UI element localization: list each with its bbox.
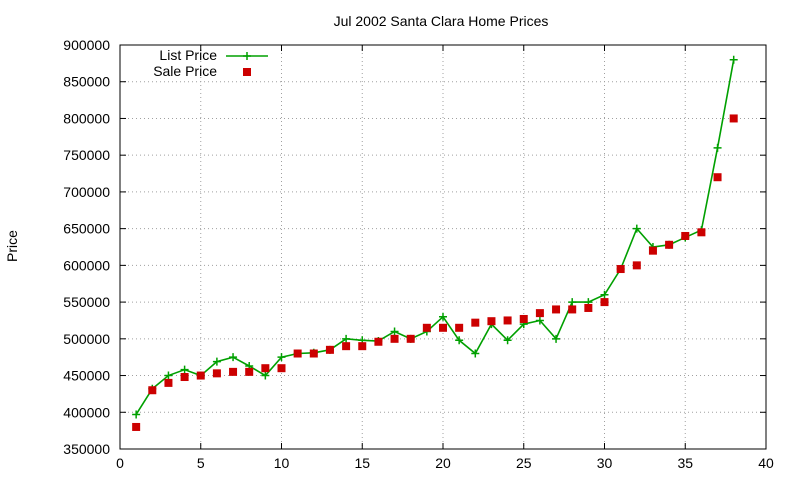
sale-price-point [342, 342, 351, 351]
y-tick-label: 450000 [63, 368, 110, 384]
x-tick-label: 20 [435, 455, 451, 471]
x-tick-label: 10 [274, 455, 290, 471]
list-price-point [600, 290, 609, 299]
x-tick-label: 5 [197, 455, 205, 471]
sale-price-point [358, 342, 367, 351]
sale-price-point [309, 349, 318, 358]
sale-price-point [261, 364, 270, 373]
sale-price-point [245, 367, 254, 376]
sale-price-point [374, 337, 383, 346]
sale-price-point [535, 309, 544, 318]
sale-price-point [487, 317, 496, 326]
sale-price-point [196, 371, 205, 380]
y-tick-label: 600000 [63, 257, 110, 273]
x-tick-label: 25 [516, 455, 532, 471]
sale-price-point [552, 305, 561, 314]
sale-price-point [648, 246, 657, 255]
list-price-point [439, 312, 447, 321]
legend-marker-list-price [243, 52, 251, 60]
sale-price-point [600, 298, 609, 307]
sale-price-point [406, 334, 415, 343]
y-tick-label: 500000 [63, 331, 110, 347]
list-price-line [135, 59, 735, 415]
sale-price-point [568, 305, 577, 314]
sale-price-point [132, 422, 141, 431]
sale-price-point [713, 173, 722, 182]
y-axis-label: Price [4, 230, 20, 262]
sale-price-point [665, 240, 674, 249]
sale-price-point [325, 345, 334, 354]
sale-price-point [584, 303, 593, 312]
sale-price-point [148, 386, 157, 395]
sale-price-point [422, 323, 431, 332]
y-tick-label: 850000 [63, 74, 110, 90]
y-tick-label: 800000 [63, 110, 110, 126]
list-price-point [632, 224, 641, 233]
sale-price-point [503, 316, 512, 325]
sale-price-point [212, 369, 221, 378]
x-tick-label: 15 [354, 455, 370, 471]
list-price-point [164, 371, 173, 380]
list-price-point [471, 349, 480, 358]
list-price-point [535, 316, 544, 325]
x-tick-label: 30 [597, 455, 613, 471]
list-price-point [503, 336, 512, 345]
grid [120, 45, 766, 449]
list-price-point [552, 334, 561, 343]
sale-price-point [164, 378, 173, 387]
sale-price-point [229, 367, 238, 376]
list-price-point [212, 357, 221, 366]
list-price-point [342, 334, 351, 343]
y-tick-label: 350000 [63, 441, 110, 457]
x-tick-label: 40 [758, 455, 774, 471]
list-price-point [261, 371, 270, 380]
sale-price-point [519, 314, 528, 323]
list-price-point [713, 143, 722, 152]
y-tick-label: 400000 [63, 404, 110, 420]
legend-marker-sale-price [243, 68, 251, 76]
list-price-point [132, 410, 141, 419]
sale-price-point [455, 323, 464, 332]
list-price-point [390, 327, 399, 336]
sale-price-point [439, 323, 447, 332]
sale-price-point [697, 228, 706, 237]
x-tick-label: 35 [677, 455, 693, 471]
chart-title: Jul 2002 Santa Clara Home Prices [334, 13, 549, 29]
list-price-point [729, 55, 738, 64]
sale-price-point [277, 364, 286, 373]
sale-price-point [616, 265, 625, 274]
list-price-point [277, 353, 286, 362]
sale-price-point [729, 114, 738, 123]
sale-price-point [180, 373, 189, 382]
list-price-point [568, 298, 577, 307]
y-tick-label: 650000 [63, 221, 110, 237]
sale-price-point [681, 231, 690, 240]
x-tick-label: 0 [116, 455, 124, 471]
y-tick-label: 750000 [63, 147, 110, 163]
y-tick-label: 900000 [63, 37, 110, 53]
legend-label-list-price: List Price [159, 47, 217, 63]
list-price-point [455, 336, 464, 345]
list-price-point [229, 353, 238, 362]
plot-series [132, 55, 738, 431]
y-tick-label: 550000 [63, 294, 110, 310]
list-price-point [180, 365, 189, 374]
sale-price-point [471, 318, 480, 327]
legend-label-sale-price: Sale Price [153, 63, 217, 79]
sale-price-point [293, 349, 302, 358]
y-tick-label: 700000 [63, 184, 110, 200]
sale-price-point [390, 334, 399, 343]
sale-price-point [632, 261, 641, 270]
axes: 0 5 10 15 20 25 30 35 40 350000 400000 450000 500000… [63, 37, 774, 471]
